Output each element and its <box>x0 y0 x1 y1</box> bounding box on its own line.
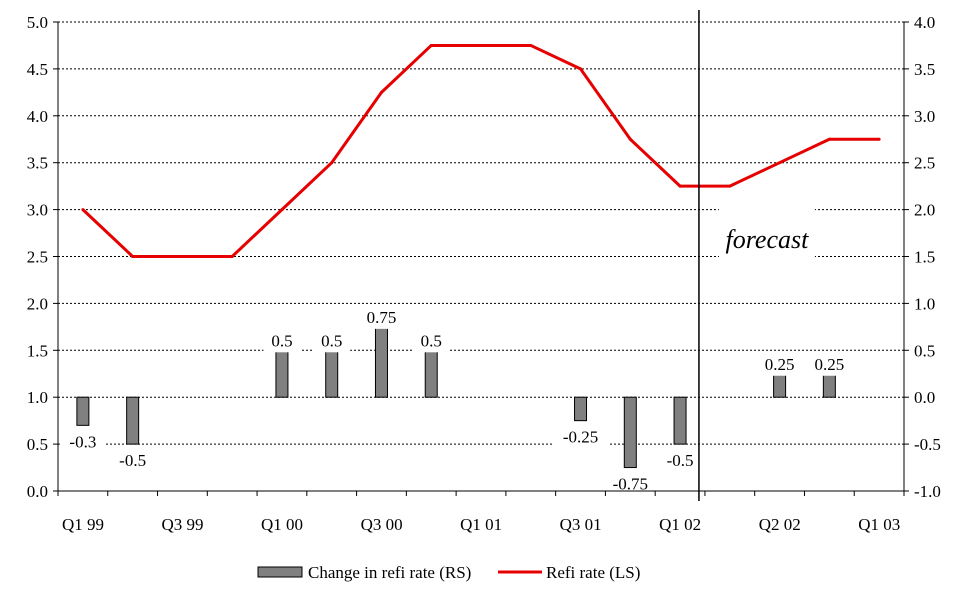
bar <box>574 396 588 422</box>
line-point <box>877 137 881 141</box>
x-tick-label: Q3 00 <box>361 515 403 534</box>
line-point <box>379 90 383 94</box>
x-tick-label: Q1 00 <box>261 515 303 534</box>
bar <box>424 349 438 398</box>
line-point <box>778 161 782 165</box>
data-label: -0.75 <box>613 475 648 494</box>
right-tick-label: 1.5 <box>914 248 935 267</box>
line-point <box>81 208 85 212</box>
left-tick-label: 1.5 <box>27 341 48 360</box>
bar <box>76 396 90 426</box>
data-label: -0.5 <box>119 451 146 470</box>
data-label-bg <box>263 330 301 353</box>
x-tick-label: Q1 01 <box>460 515 502 534</box>
left-tick-label: 4.0 <box>27 107 48 126</box>
data-label-bg <box>109 450 156 473</box>
data-label: -0.3 <box>69 432 96 451</box>
x-tick-label: Q1 03 <box>858 515 900 534</box>
data-label-bg <box>657 450 704 473</box>
x-tick-label: Q1 02 <box>659 515 701 534</box>
line-point <box>479 43 483 47</box>
forecast-annotation: forecast <box>726 225 810 254</box>
right-tick-label: 2.0 <box>914 201 935 220</box>
line-point <box>678 184 682 188</box>
bar <box>325 349 339 398</box>
left-tick-label: 2.5 <box>27 248 48 267</box>
axes: 0.0 0.5 1.0 1.5 2.0 2.5 3.0 3.5 4.0 4.5 5.0 -1.0 -0.… <box>27 10 941 534</box>
data-label: 0.5 <box>421 331 442 350</box>
left-tick-label: 1.0 <box>27 388 48 407</box>
right-tick-label: 3.0 <box>914 107 935 126</box>
x-tick-label: Q1 99 <box>62 515 104 534</box>
data-label-bg <box>806 353 853 376</box>
bar-series <box>76 326 836 469</box>
right-tick-label: 0.0 <box>914 388 935 407</box>
data-label-bg <box>553 426 609 449</box>
right-tick-label: -1.0 <box>914 482 941 501</box>
right-tick-label: 0.5 <box>914 341 935 360</box>
data-label-bg <box>412 330 450 353</box>
bar <box>773 373 787 398</box>
data-label: 0.5 <box>271 331 292 350</box>
left-tick-label: 3.0 <box>27 201 48 220</box>
line-point <box>280 208 284 212</box>
line-point <box>180 255 184 258</box>
x-tick-label: Q3 01 <box>560 515 602 534</box>
left-tick-label: 0.0 <box>27 482 48 501</box>
line-point <box>579 67 583 71</box>
right-tick-label: 2.5 <box>914 154 935 173</box>
line-point <box>529 43 533 47</box>
data-label: 0.25 <box>814 355 844 374</box>
data-label-bg <box>602 473 658 496</box>
data-label: 0.25 <box>765 355 795 374</box>
line-point <box>628 137 632 141</box>
line-point <box>429 43 433 47</box>
left-tick-label: 0.5 <box>27 435 48 454</box>
bar <box>374 326 388 398</box>
line-point <box>827 137 831 141</box>
right-tick-label: 4.0 <box>914 13 935 32</box>
line-point <box>728 184 732 188</box>
x-tick-label: Q2 02 <box>759 515 801 534</box>
data-labels: -0.3 -0.5 0.5 0.5 0.75 0.5 -0.25 -0.75 -0.5 0.25 0… <box>59 208 853 496</box>
line-point <box>230 255 234 258</box>
left-tick-label: 3.5 <box>27 154 48 173</box>
left-tick-label: 2.0 <box>27 294 48 313</box>
right-tick-label: 1.0 <box>914 294 935 313</box>
legend-swatch-bars <box>257 566 303 578</box>
data-label-bg <box>313 330 351 353</box>
line-point <box>131 255 135 258</box>
legend-label-line: Refi rate (LS) <box>546 563 640 582</box>
data-label-bg <box>756 353 803 376</box>
left-tick-label: 4.5 <box>27 60 48 79</box>
bar <box>673 396 687 445</box>
left-tick-label: 5.0 <box>27 13 48 32</box>
line-point <box>330 161 334 165</box>
right-tick-label: -0.5 <box>914 435 941 454</box>
line-series <box>81 43 881 258</box>
bar <box>126 396 140 445</box>
annotation-bg <box>718 208 815 268</box>
right-tick-label: 3.5 <box>914 60 935 79</box>
data-label-bg <box>358 306 405 329</box>
data-label: 0.75 <box>367 308 397 327</box>
data-label: -0.5 <box>667 451 694 470</box>
data-label-bg <box>59 431 106 454</box>
bar <box>275 349 289 398</box>
data-label: -0.25 <box>563 428 598 447</box>
data-label: 0.5 <box>321 331 342 350</box>
bar <box>822 373 836 398</box>
legend-label-bars: Change in refi rate (RS) <box>308 563 471 582</box>
bar <box>623 396 637 469</box>
legend: Change in refi rate (RS) Refi rate (LS) <box>257 563 640 582</box>
x-tick-label: Q3 99 <box>162 515 204 534</box>
